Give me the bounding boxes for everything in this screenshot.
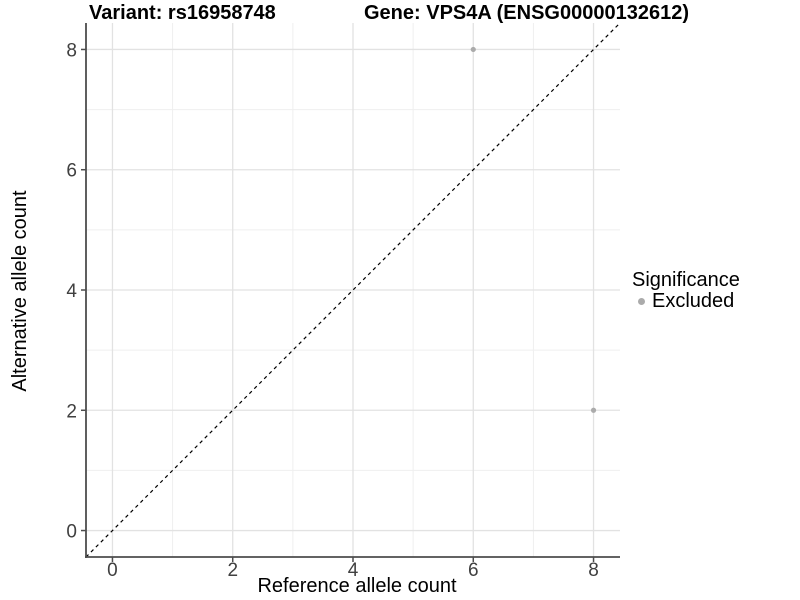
- y-tick-label: 6: [66, 161, 77, 182]
- gene-title: Gene: VPS4A (ENSG00000132612): [364, 2, 689, 24]
- legend-item-label: Excluded: [652, 290, 735, 312]
- y-tick-label: 2: [66, 401, 77, 422]
- x-tick-label: 2: [227, 560, 238, 581]
- variant-title: Variant: rs16958748: [89, 2, 276, 24]
- legend: Significance Excluded: [632, 270, 740, 312]
- x-tick-label: 6: [468, 560, 479, 581]
- y-axis-title: Alternative allele count: [9, 190, 31, 392]
- y-tick-label: 8: [66, 40, 77, 61]
- x-tick-label: 8: [588, 560, 599, 581]
- y-tick-label: 4: [66, 281, 77, 302]
- x-axis-title: Reference allele count: [257, 575, 457, 597]
- legend-item-excluded: Excluded: [632, 291, 740, 312]
- x-tick-label: 4: [348, 560, 359, 581]
- data-point: [470, 46, 476, 53]
- data-point: [590, 407, 597, 413]
- legend-title: Significance: [632, 269, 740, 291]
- y-tick-label: 0: [66, 522, 77, 543]
- x-tick-label: 0: [107, 560, 118, 581]
- legend-point-marker-icon: [638, 298, 645, 305]
